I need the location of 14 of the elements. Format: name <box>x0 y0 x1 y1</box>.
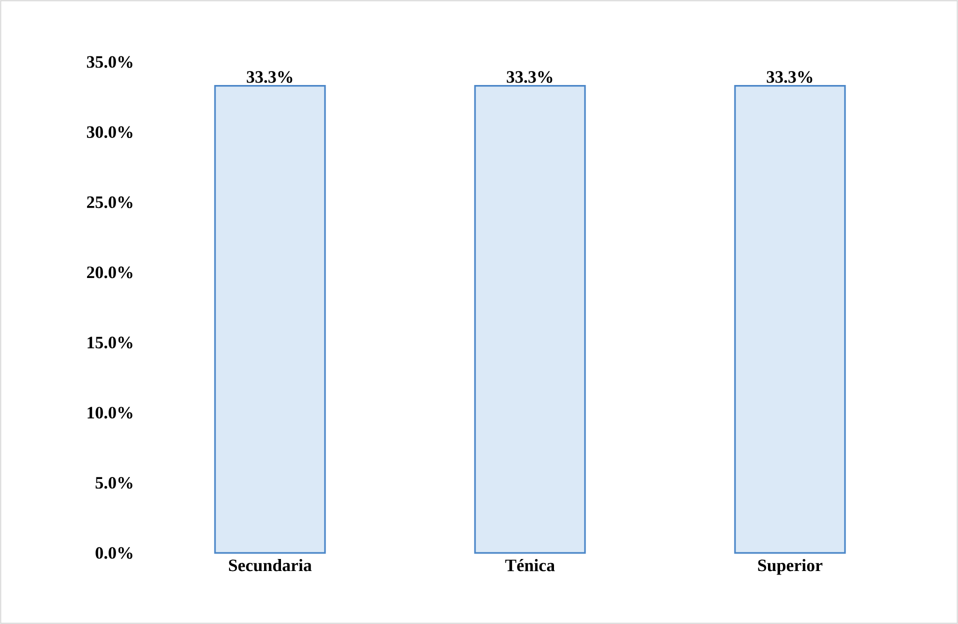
data-label: 33.3% <box>506 71 552 83</box>
y-tick-label: 25.0% <box>87 196 132 208</box>
data-label: 33.3% <box>766 71 812 83</box>
y-tick-label: 35.0% <box>86 56 132 68</box>
y-tick-label: 5.0% <box>96 476 132 489</box>
x-tick-label: Secundaria <box>229 559 312 572</box>
y-tick-label: 10.0% <box>88 406 132 419</box>
y-tick-label: 0.0% <box>96 547 132 559</box>
x-tick-label: Superior <box>758 559 822 575</box>
y-tick-label: 20.0% <box>87 266 132 278</box>
y-tick-label: 30.0% <box>86 126 132 138</box>
x-tick-label: Ténica <box>505 559 555 572</box>
y-tick-label: 15.0% <box>88 336 132 348</box>
data-label: 33.3% <box>246 71 292 83</box>
